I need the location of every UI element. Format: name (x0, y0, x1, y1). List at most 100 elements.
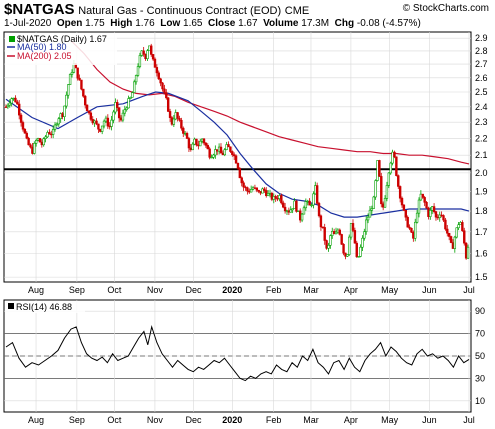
candle-body (134, 75, 138, 83)
price-x-tick: Jul (463, 285, 475, 295)
candle-body (329, 235, 332, 246)
candle-body (266, 193, 270, 197)
price-x-axis: Aug Sep Oct Nov Dec 2020 Feb Mar Apr May Jun Jul (28, 285, 475, 295)
candle-body (214, 149, 217, 156)
candle-body (95, 120, 98, 125)
candle-body (104, 117, 108, 122)
candle-body (138, 55, 142, 67)
candle-body (116, 102, 119, 108)
candle-body (170, 117, 174, 125)
instrument-name: Natural Gas - Continuous Contract (EOD) (78, 5, 282, 17)
candle-body (278, 195, 281, 199)
rsi-x-tick: Jul (463, 415, 475, 425)
rsi-x-tick: Apr (344, 415, 358, 425)
candle-body (280, 195, 283, 204)
candle-body (319, 215, 323, 228)
candle-body (331, 231, 334, 236)
candle-body (232, 154, 236, 157)
candle-body (166, 97, 170, 112)
candle-body (197, 144, 200, 147)
candle-body (38, 138, 42, 143)
candle-body (453, 236, 457, 249)
candle-body (308, 200, 311, 206)
candle-body (242, 182, 245, 188)
candle-body (336, 229, 340, 233)
price-y-tick: 2.6 (475, 73, 488, 83)
rsi-x-tick: 2020 (222, 415, 242, 425)
brand-label[interactable]: © StockCharts.com (402, 3, 489, 14)
candle-body (100, 125, 104, 132)
candle-body (174, 112, 177, 120)
candle-body (438, 214, 441, 218)
candle-body (412, 231, 415, 239)
candle-body (406, 216, 409, 228)
price-y-tick: 2.7 (475, 59, 488, 69)
candle-body (391, 151, 394, 164)
candle-body (65, 94, 68, 107)
candle-body (410, 227, 413, 233)
candle-body (285, 210, 289, 212)
candle-body (225, 144, 228, 150)
candle-body (302, 207, 306, 215)
rsi-legend-box (5, 301, 85, 313)
candle-body (351, 223, 355, 231)
candle-body (168, 111, 172, 118)
candle-body (229, 146, 232, 152)
price-legend: $NATGAS (Daily) 1.67 MA(50) 1.80 MA(200)… (5, 33, 117, 65)
candle-body (150, 45, 153, 55)
candle-body (172, 118, 176, 125)
chart-title: $NATGAS Natural Gas - Continuous Contrac… (4, 1, 309, 18)
candle-body (10, 98, 13, 104)
candle-body (257, 189, 260, 192)
candle-body (419, 193, 423, 201)
candle-body (304, 201, 308, 209)
candle-body (163, 88, 166, 93)
legend-ma200: MA(200) 2.05 (17, 51, 72, 61)
candle-body (18, 103, 21, 116)
candle-body (363, 231, 366, 239)
candle-body (246, 187, 249, 192)
candle-body (48, 132, 51, 135)
candle-body (146, 50, 149, 60)
candle-body (444, 219, 447, 230)
candle-body (67, 84, 70, 96)
rsi-x-tick: Nov (147, 415, 164, 425)
candle-body (459, 222, 462, 226)
candle-body (421, 193, 424, 198)
candle-body (338, 229, 341, 235)
candle-body (430, 206, 434, 211)
legend-swatch-price (9, 36, 15, 42)
candle-body (361, 237, 364, 248)
candle-body (429, 210, 432, 217)
candle-body (55, 123, 59, 126)
rsi-x-tick: Sep (69, 415, 85, 425)
candle-body (68, 74, 72, 85)
candle-body (4, 106, 8, 108)
candle-body (374, 180, 377, 198)
candle-body (340, 234, 343, 245)
candle-body (327, 245, 330, 249)
candle-body (217, 146, 221, 152)
candle-body (282, 202, 285, 208)
candle-body (325, 240, 328, 249)
candle-body (272, 196, 275, 200)
candle-body (84, 95, 87, 106)
candle-body (259, 191, 262, 194)
price-y-tick: 2.3 (475, 117, 488, 127)
candle-body (440, 214, 443, 217)
quote-date: 1-Jul-2020 (4, 18, 52, 29)
price-x-tick: Apr (344, 285, 358, 295)
candle-body (376, 160, 379, 181)
price-x-tick: Dec (186, 285, 203, 295)
candle-body (212, 154, 215, 158)
candle-body (155, 67, 159, 74)
candle-body (425, 202, 428, 209)
candle-body (321, 226, 325, 228)
candle-body (423, 197, 426, 203)
price-y-tick: 2.9 (475, 33, 488, 43)
candle-body (108, 125, 111, 128)
candle-body (442, 215, 445, 221)
candle-body (185, 133, 189, 139)
candle-body (59, 113, 62, 119)
